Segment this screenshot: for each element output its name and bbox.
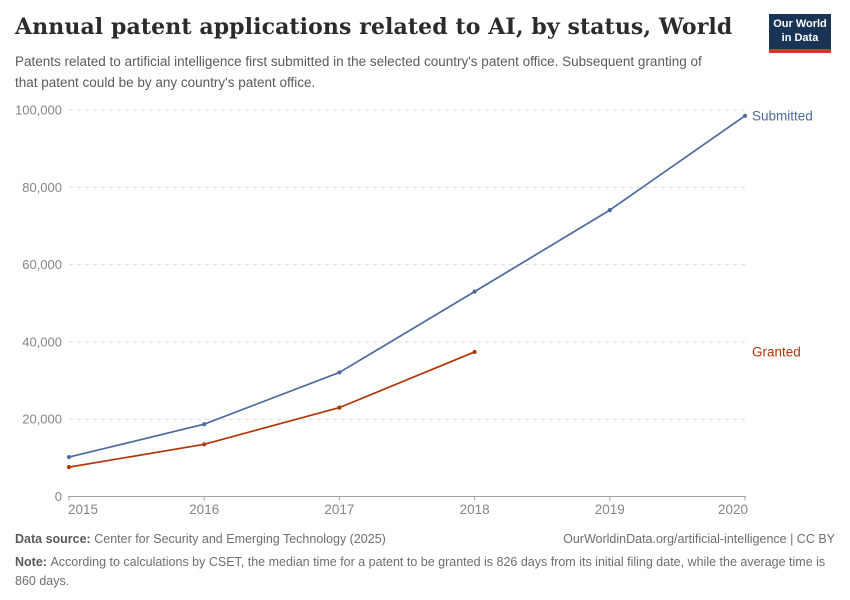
page-title: Annual patent applications related to AI…: [15, 14, 733, 40]
source-row: Data source: Center for Security and Eme…: [15, 530, 835, 549]
line-chart: 0 20,000 40,000 60,000 80,000 100,000 2015 2016…: [15, 103, 813, 518]
x-tick-label: 2018: [460, 502, 490, 517]
series-label-granted[interactable]: Granted: [752, 344, 801, 359]
data-source-text: Center for Security and Emerging Technol…: [94, 532, 386, 546]
data-point-submitted[interactable]: [337, 370, 342, 375]
data-point-submitted[interactable]: [742, 113, 748, 118]
y-tick-label: 60,000: [22, 257, 62, 272]
owid-logo: Our World in Data: [769, 14, 831, 53]
y-tick-label: 20,000: [22, 412, 62, 427]
chart-note: Note: According to calculations by CSET,…: [15, 553, 835, 591]
data-point-submitted[interactable]: [202, 422, 207, 427]
x-tick-label: 2020: [718, 502, 748, 517]
series-line-submitted[interactable]: [68, 114, 746, 458]
data-point-submitted[interactable]: [607, 208, 612, 213]
data-source-label: Data source:: [15, 532, 91, 546]
data-point-granted[interactable]: [202, 442, 207, 447]
y-tick-label: 40,000: [22, 334, 62, 349]
y-tick-label: 0: [55, 489, 62, 504]
x-tick-label: 2015: [68, 502, 98, 517]
owid-logo-line2: in Data: [781, 31, 819, 44]
data-source: Data source: Center for Security and Eme…: [15, 530, 386, 549]
data-point-granted[interactable]: [337, 405, 342, 410]
x-tick-label: 2019: [595, 502, 625, 517]
attribution-link[interactable]: OurWorldinData.org/artificial-intelligen…: [563, 532, 835, 546]
data-point-granted[interactable]: [472, 349, 477, 355]
y-tick-label: 80,000: [22, 180, 62, 195]
note-text: According to calculations by CSET, the m…: [15, 554, 826, 588]
chart-subtitle: Patents related to artificial intelligen…: [15, 54, 702, 90]
series-line-granted[interactable]: [68, 351, 476, 468]
x-tick-label: 2017: [324, 502, 354, 517]
owid-logo-line1: Our World: [773, 17, 827, 30]
data-point-granted[interactable]: [66, 465, 72, 470]
data-point-submitted[interactable]: [472, 289, 477, 294]
series-label-submitted[interactable]: Submitted: [752, 108, 813, 123]
chart-footer: Data source: Center for Security and Eme…: [15, 530, 835, 590]
data-point-submitted[interactable]: [66, 454, 72, 460]
x-tick-label: 2016: [189, 502, 219, 517]
y-tick-label: 100,000: [15, 103, 62, 118]
note-label: Note:: [15, 554, 47, 569]
